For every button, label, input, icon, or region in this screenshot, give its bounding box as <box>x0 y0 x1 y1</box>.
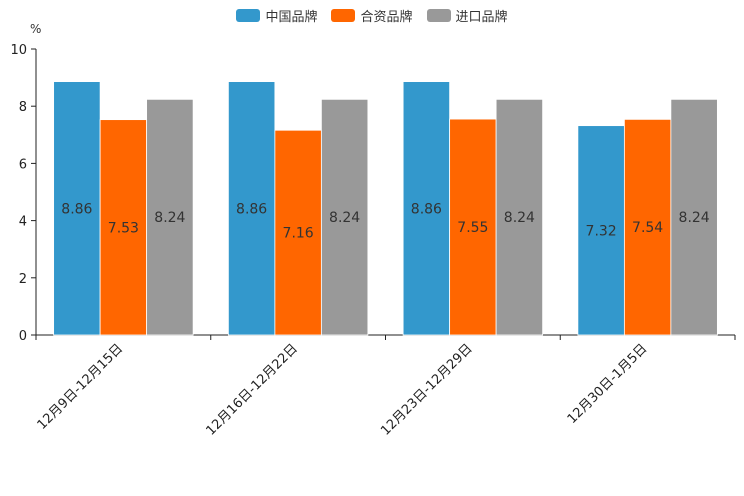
y-tick-label: 2 <box>19 272 27 287</box>
legend: 中国品牌 合资品牌 进口品牌 <box>0 6 744 25</box>
data-label: 8.24 <box>679 210 710 226</box>
bar <box>146 98 194 336</box>
data-label: 7.16 <box>283 226 314 242</box>
data-label: 7.55 <box>457 220 488 236</box>
bar <box>274 129 322 336</box>
data-label: 7.32 <box>586 223 617 239</box>
legend-label-china-brand: 中国品牌 <box>265 10 318 25</box>
legend-item-jv-brand[interactable]: 合资品牌 <box>331 6 413 25</box>
y-tick-label: 8 <box>19 100 27 115</box>
bar <box>227 81 276 336</box>
data-label: 8.86 <box>236 201 267 217</box>
bar <box>577 125 625 336</box>
y-axis-unit: % <box>30 22 42 36</box>
bar <box>449 118 497 336</box>
y-tick-label: 0 <box>19 329 27 344</box>
data-label: 7.53 <box>108 220 139 236</box>
data-label: 8.24 <box>154 210 185 226</box>
y-tick-label: 6 <box>19 157 27 172</box>
legend-label-import-brand: 进口品牌 <box>455 10 508 25</box>
data-label: 8.24 <box>504 210 535 226</box>
x-tick-label: 12月9日-12月15日 <box>35 341 127 433</box>
bar <box>402 81 451 336</box>
legend-item-china-brand[interactable]: 中国品牌 <box>236 6 317 25</box>
x-tick-label: 12月23日-12月29日 <box>378 341 475 438</box>
y-tick-label: 10 <box>10 43 27 58</box>
bar <box>670 98 718 336</box>
legend-swatch-jv-brand <box>331 9 356 22</box>
bar <box>99 119 148 336</box>
data-label: 8.24 <box>329 210 360 226</box>
x-tick-label: 12月16日-12月22日 <box>203 341 300 438</box>
legend-swatch-china-brand <box>236 9 261 22</box>
legend-swatch-import-brand <box>426 9 451 22</box>
bar <box>320 98 369 336</box>
legend-label-jv-brand: 合资品牌 <box>360 10 413 25</box>
bar <box>495 98 544 336</box>
bar <box>623 118 672 336</box>
data-label: 8.86 <box>411 201 442 217</box>
data-label: 7.54 <box>632 220 663 236</box>
legend-item-import-brand[interactable]: 进口品牌 <box>426 6 508 25</box>
x-tick-label: 12月30日-1月5日 <box>565 341 651 427</box>
data-label: 8.86 <box>61 201 92 217</box>
y-tick-label: 4 <box>19 215 27 230</box>
